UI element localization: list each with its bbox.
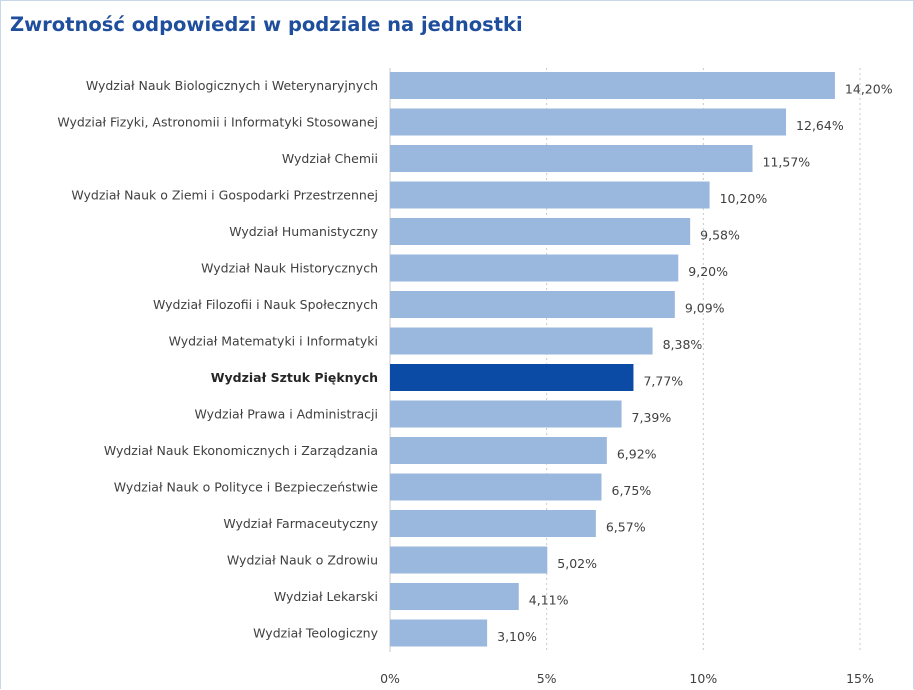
bar [390,364,634,391]
bar [390,473,602,501]
bar [390,400,622,428]
category-label: Wydział Lekarski [274,589,378,604]
bar [390,291,675,318]
value-label: 11,57% [763,155,811,170]
chart-title: Zwrotność odpowiedzi w podziale na jedno… [10,13,523,36]
value-label: 10,20% [720,191,768,206]
category-label: Wydział Filozofii i Nauk Społecznych [153,297,378,312]
bar [390,108,787,136]
bar [390,619,488,647]
category-label: Wydział Fizyki, Astronomii i Informatyki… [57,115,378,130]
bar [390,327,653,355]
value-label: 7,77% [643,374,683,389]
category-label: Wydział Teologiczny [253,626,378,641]
x-tick-label: 5% [537,671,557,686]
category-label: Wydział Prawa i Administracji [195,407,378,422]
x-tick-label: 0% [380,671,400,686]
value-label: 9,20% [688,264,728,279]
value-label: 8,38% [663,337,703,352]
bar [390,510,596,537]
x-tick-label: 15% [846,671,874,686]
category-label: Wydział Nauk o Zdrowiu [227,553,378,568]
bar [390,218,691,245]
bar [390,181,710,209]
value-label: 12,64% [796,118,844,133]
category-label: Wydział Matematyki i Informatyki [169,334,378,349]
category-label: Wydział Nauk Ekonomicznych i Zarządzania [104,443,378,458]
category-label: Wydział Chemii [282,151,378,166]
value-label: 3,10% [497,629,537,644]
value-label: 9,58% [700,228,740,243]
bar [390,583,519,610]
x-tick-label: 10% [689,671,717,686]
value-label: 9,09% [685,301,725,316]
category-label: Wydział Humanistyczny [229,224,378,239]
value-label: 4,11% [529,593,569,608]
bar [390,546,548,574]
bar [390,437,607,464]
category-label: Wydział Nauk o Polityce i Bezpieczeństwi… [114,480,379,495]
value-label: 5,02% [557,556,597,571]
bar [390,254,679,282]
category-label: Wydział Sztuk Pięknych [211,370,378,385]
category-label: Wydział Nauk Biologicznych i Weterynaryj… [86,78,378,93]
value-label: 6,92% [617,447,657,462]
bar [390,145,753,172]
value-label: 14,20% [845,82,893,97]
category-label: Wydział Farmaceutyczny [223,516,378,531]
category-label: Wydział Nauk o Ziemi i Gospodarki Przest… [71,188,378,203]
category-label: Wydział Nauk Historycznych [201,261,378,276]
value-label: 7,39% [632,410,672,425]
value-label: 6,75% [612,483,652,498]
value-label: 6,57% [606,520,646,535]
bar [390,72,835,99]
